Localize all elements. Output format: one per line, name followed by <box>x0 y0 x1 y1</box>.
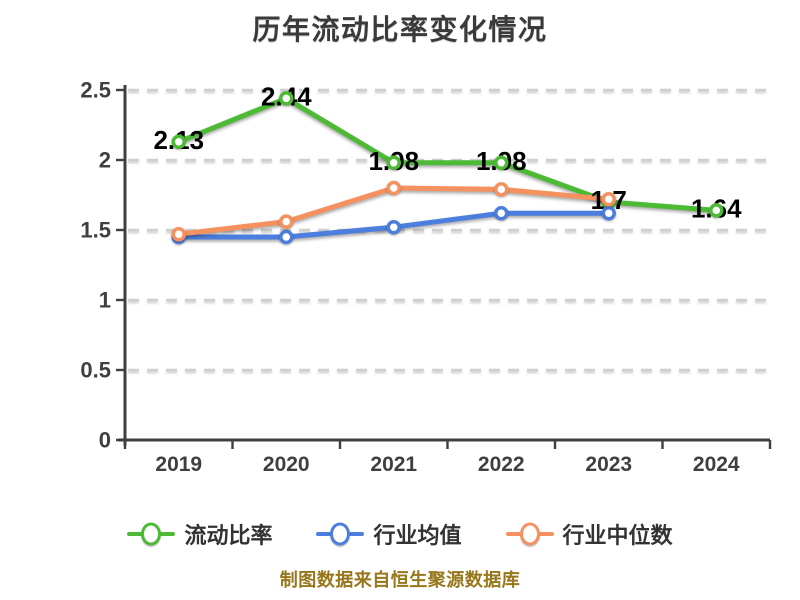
x-tick-label: 2024 <box>693 453 740 476</box>
data-point-current-ratio <box>171 134 186 150</box>
x-tick-label: 2023 <box>585 453 632 476</box>
data-point-current-ratio <box>279 91 294 106</box>
legend-item-industry-median[interactable]: 行业中位数 <box>505 518 673 550</box>
y-tick-label: 2.5 <box>80 78 111 103</box>
legend-item-current-ratio[interactable]: 流动比率 <box>127 518 272 550</box>
data-point-industry-median <box>171 226 186 242</box>
x-tick-label: 2019 <box>155 453 202 476</box>
x-tick-label: 2020 <box>263 453 310 476</box>
data-point-industry-mean <box>494 205 509 221</box>
series-line-current-ratio <box>176 95 719 213</box>
chart-legend: 流动比率 行业均值 行业中位数 <box>0 518 800 550</box>
industry-median-legend-marker-icon <box>505 521 554 547</box>
legend-label: 行业均值 <box>373 523 462 548</box>
x-tick-label: 2021 <box>370 453 417 476</box>
y-tick-label: 1 <box>99 288 111 313</box>
data-point-industry-mean <box>386 219 401 235</box>
data-point-industry-mean <box>279 229 294 245</box>
data-point-industry-median <box>386 180 401 196</box>
data-point-industry-median <box>494 182 509 197</box>
data-point-industry-mean <box>601 205 616 221</box>
data-point-industry-median <box>601 191 616 207</box>
industry-mean-legend-marker-icon <box>316 521 365 547</box>
legend-label: 流动比率 <box>184 523 273 548</box>
data-source-note: 制图数据来自恒生聚源数据库 <box>279 570 521 590</box>
y-tick-label: 0.5 <box>80 358 111 383</box>
legend-item-industry-mean[interactable]: 行业均值 <box>316 518 462 550</box>
data-point-current-ratio <box>709 203 724 218</box>
y-tick-label: 2 <box>99 148 111 173</box>
current-ratio-legend-marker-icon <box>127 521 176 547</box>
data-point-current-ratio <box>494 155 509 171</box>
legend-label: 行业中位数 <box>562 523 673 548</box>
data-point-industry-median <box>279 214 294 229</box>
data-point-current-ratio <box>386 155 401 171</box>
x-tick-label: 2022 <box>478 453 525 476</box>
chart-title: 历年流动比率变化情况 <box>252 14 548 45</box>
y-tick-label: 1.5 <box>80 218 111 243</box>
y-tick-label: 0 <box>99 428 111 453</box>
